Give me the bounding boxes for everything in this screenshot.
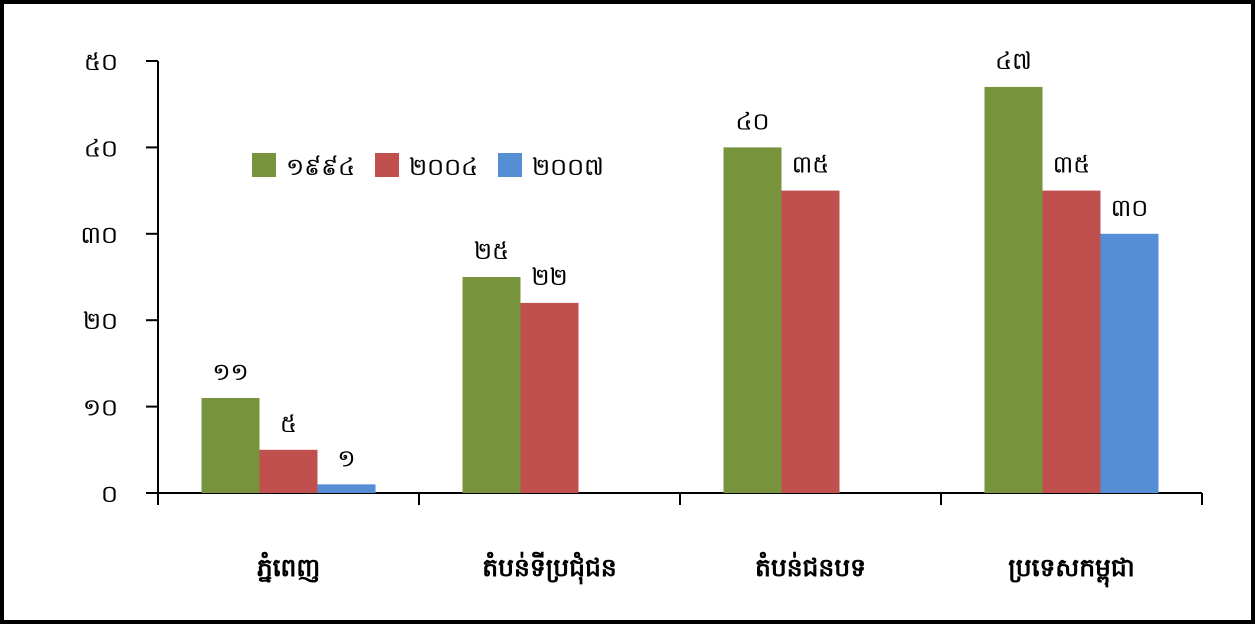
axes: ០ ១០ ២០ ៣០ ៤០ ៥០ភ្នំពេញ តំបន់ទីប្រជុំជន តំបន់ជន… [81,48,1203,588]
bars [201,86,1159,494]
y-tick-label: ៥០ [84,48,118,76]
data-label: ៣៥ [792,151,830,179]
x-category-label: ប្រទេសកម្ពុជា [1008,553,1134,588]
bar [1100,233,1159,494]
bar [781,190,840,493]
bar [462,277,521,493]
bar [317,484,376,493]
data-label: ២២ [531,263,567,291]
bar [201,397,260,493]
bar [520,302,579,493]
legend-swatch [252,153,276,177]
y-tick-label: ៤០ [84,134,118,162]
y-tick-label: ២០ [83,307,118,335]
bar [984,86,1043,494]
data-label: ២៥ [474,237,509,265]
bar [1042,190,1101,493]
data-label: ១១ [212,358,248,386]
data-label: ៣០ [1111,194,1149,222]
x-category-label: តំបន់ជនបទ [755,551,866,582]
data-label: ៤០ [736,107,770,135]
y-tick-label: ១០ [83,394,118,422]
legend-label: ២០០៧ [532,153,604,181]
data-label: ១ [337,444,355,472]
bar-chart: ០ ១០ ២០ ៣០ ៤០ ៥០ភ្នំពេញ តំបន់ទីប្រជុំជន តំបន់ជន… [81,47,1203,588]
legend-label: ២០០៤ [409,153,478,181]
data-label: ៥ [280,410,297,438]
bar [259,449,318,493]
bar [723,147,782,493]
x-category-label: ភ្នំពេញ [257,551,320,583]
data-label: ៤៧ [995,47,1032,75]
legend-swatch [498,153,522,177]
legend-swatch [375,153,399,177]
y-tick-label: ៣០ [81,221,119,249]
data-label: ៣៥ [1053,151,1091,179]
legend-label: ១៩៩៤ [286,153,355,181]
legend: ១៩៩៤ ២០០៤ ២០០៧ [252,153,604,181]
x-category-label: តំបន់ទីប្រជុំជន [482,551,616,585]
y-tick-label: ០ [101,480,118,508]
